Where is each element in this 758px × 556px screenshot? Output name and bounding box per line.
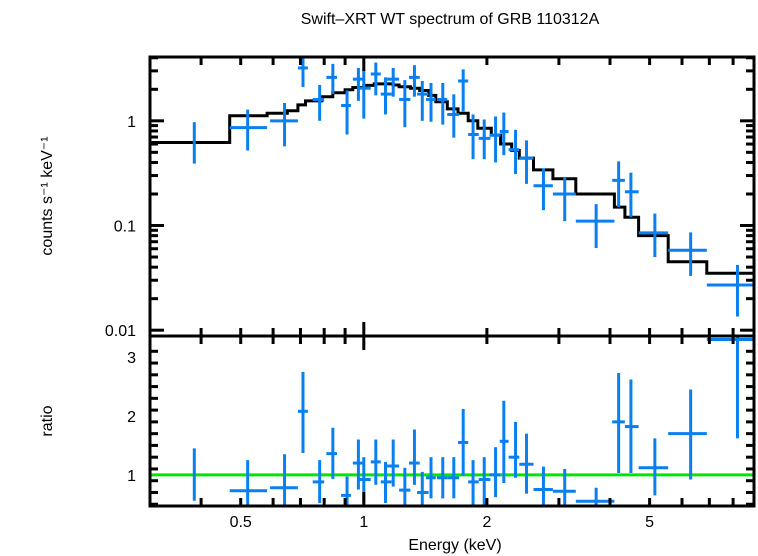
y-tick-labels: 0.01 0.1 1 1 2 3	[105, 114, 136, 485]
spectrum-data-point	[341, 90, 351, 135]
x-tick-label: 1	[359, 514, 368, 531]
spectrum-data-point	[533, 168, 553, 211]
spectrum-data-point	[436, 82, 448, 125]
spectrum-data-point	[508, 129, 520, 175]
ratio-data-point	[668, 389, 707, 480]
ratio-data-point	[638, 438, 669, 496]
ratio-data-point	[370, 439, 381, 485]
ratio-panel	[148, 336, 756, 506]
spectrum-data-point	[458, 69, 469, 112]
ratio-data-point	[508, 421, 520, 478]
y-tick-label: 3	[127, 350, 136, 367]
spectrum-data-point	[312, 84, 325, 121]
ratio-data-point	[426, 457, 436, 499]
spectrum-data-point	[352, 67, 364, 101]
spectrum-data-point	[706, 264, 754, 317]
model-step-line	[150, 82, 756, 336]
ratio-data-point	[297, 371, 308, 454]
spectrum-data-point	[447, 94, 460, 138]
chart-title: Swift–XRT WT spectrum of GRB 110312A	[301, 11, 600, 28]
spectrum-data-point	[387, 67, 400, 97]
ratio-data-point	[387, 439, 400, 487]
ratio-axis-ticks	[148, 336, 756, 506]
ratio-data-point	[380, 461, 392, 504]
y-tick-label: 1	[127, 468, 136, 485]
spectrum-panel	[148, 56, 756, 336]
ratio-data-point	[352, 439, 364, 490]
model-step-path	[150, 82, 756, 336]
ratio-data-point	[499, 400, 509, 484]
ratio-data-point	[468, 460, 479, 506]
y-tick-label: 0.01	[105, 323, 136, 340]
y-tick-label: 2	[127, 409, 136, 426]
spectrum-data-point	[380, 77, 392, 115]
spectrum-data-point	[499, 112, 509, 156]
ratio-data-point	[458, 408, 469, 476]
y-axis-label-spectrum: counts s⁻¹ keV⁻¹	[39, 136, 56, 255]
ratio-data-point	[326, 427, 338, 479]
spectrum-data-point	[370, 62, 381, 96]
ratio-frame	[148, 334, 756, 508]
spectrum-data-point	[399, 80, 411, 128]
spectrum-data-point	[624, 172, 639, 218]
spectrum-data-point	[519, 140, 534, 184]
ratio-data-point	[312, 460, 325, 504]
spectrum-data-point	[409, 65, 420, 97]
spectrum-data-point	[426, 82, 436, 122]
ratio-data-point	[519, 433, 534, 494]
x-tick-label: 0.5	[230, 514, 252, 531]
spectrum-data-points	[192, 57, 754, 317]
spectrum-data-point	[478, 119, 491, 160]
spectrum-data-point	[489, 116, 501, 163]
spectrum-data-point	[638, 213, 669, 258]
spectrum-data-point	[468, 114, 479, 160]
spectrum-data-point	[358, 69, 371, 119]
spectrum-data-point	[552, 177, 576, 222]
ratio-data-point	[409, 429, 420, 485]
ratio-data-point	[706, 336, 754, 439]
x-tick-labels: 0.5 1 2 5	[230, 514, 655, 531]
ratio-data-point	[624, 379, 639, 474]
spectrum-frame	[148, 55, 756, 338]
ratio-data-point	[270, 454, 298, 506]
ratio-data-point	[533, 466, 553, 506]
ratio-data-point	[489, 447, 501, 498]
ratio-data-point	[478, 457, 491, 506]
ratio-data-points	[192, 336, 754, 506]
spectrum-data-point	[612, 161, 625, 208]
ratio-data-point	[612, 373, 625, 474]
ratio-data-point	[575, 487, 615, 506]
ratio-data-point	[552, 468, 576, 506]
ratio-data-point	[436, 457, 448, 499]
x-tick-label: 5	[645, 514, 654, 531]
spectrum-data-point	[417, 81, 429, 121]
ratio-data-point	[341, 476, 351, 506]
spectrum-data-point	[270, 102, 298, 147]
y-tick-label: 1	[127, 114, 136, 131]
spectrum-data-point	[229, 109, 268, 151]
ratio-data-point	[447, 457, 460, 499]
spectrum-data-point	[297, 57, 308, 88]
spectrum-axis-ticks	[148, 56, 756, 336]
spectrum-data-point	[575, 204, 615, 248]
x-tick-label: 2	[482, 514, 491, 531]
y-tick-label: 0.1	[114, 219, 136, 236]
x-axis-label: Energy (keV)	[408, 537, 501, 554]
spectrum-data-point	[326, 63, 338, 95]
ratio-data-point	[399, 467, 411, 506]
y-axis-label-ratio: ratio	[39, 405, 56, 436]
ratio-data-point	[417, 471, 429, 506]
ratio-data-point	[229, 460, 268, 506]
spectrum-data-point	[668, 232, 707, 276]
